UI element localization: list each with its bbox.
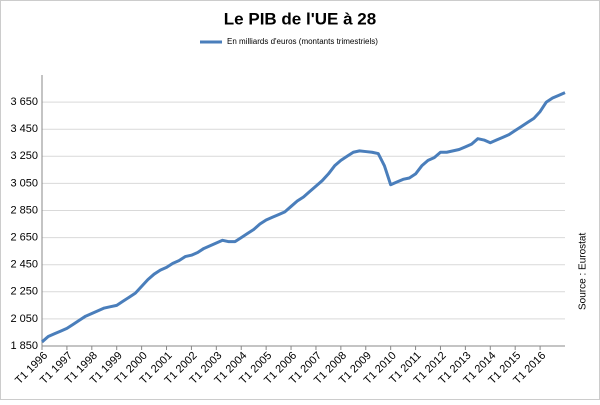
y-tick-label: 3 450 [10, 123, 38, 135]
y-tick-label: 2 450 [10, 259, 38, 271]
y-tick-label: 1 850 [10, 340, 38, 352]
y-tick-label: 2 650 [10, 232, 38, 244]
chart-title: Le PIB de l'UE à 28 [224, 9, 376, 28]
y-tick-label: 2 050 [10, 313, 38, 325]
y-tick-label: 3 250 [10, 150, 38, 162]
y-tick-label: 3 050 [10, 177, 38, 189]
series-line [41, 91, 566, 344]
y-tick-label: 2 850 [10, 204, 38, 216]
legend-label: En milliards d'euros (montants trimestri… [227, 37, 378, 46]
source: Source : Eurostat [578, 233, 589, 310]
y-tick-label: 3 650 [10, 96, 38, 108]
y-tick-label: 2 250 [10, 286, 38, 298]
